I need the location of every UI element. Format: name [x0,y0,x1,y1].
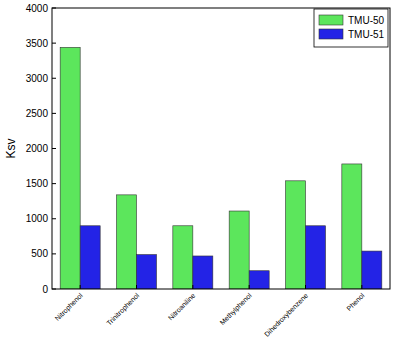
x-tick [249,285,250,289]
y-tick [52,289,56,290]
x-tick-label: Trinitrophenol [105,291,141,327]
x-tick-label: Nitroaniline [167,292,197,322]
bar [229,211,249,289]
x-tick-label: Phenol [345,291,366,312]
legend-label: TMU-51 [348,29,385,40]
legend-swatch [319,15,343,25]
x-tick-label: Nitrophenol [54,291,85,322]
bar [193,256,213,289]
bar [342,164,362,289]
bar [306,226,326,289]
y-tick [52,8,56,9]
y-tick [52,218,56,219]
x-tick [136,285,137,289]
bar [117,195,137,289]
chart: 0 500 1000 1500 2000 2500 3000 3500 4000 Ksv Nitro… [0,0,400,349]
bar [286,181,306,289]
bar [249,271,269,289]
y-tick-label: 0 [42,284,48,295]
bar [362,251,382,289]
bar [137,255,157,289]
y-tick-label: 2000 [26,143,49,154]
y-tick-label: 2500 [26,108,49,119]
bar [80,226,100,289]
bars [60,47,382,289]
y-tick-label: 1500 [26,178,49,189]
y-tick-label: 3500 [26,38,49,49]
y-tick [52,148,56,149]
y-tick-label: 3000 [26,73,49,84]
bar [60,47,80,289]
y-tick-label: 1000 [26,213,49,224]
y-tick-label: 500 [31,248,48,259]
y-tick-label: 4000 [26,3,49,14]
y-axis-label: Ksv [4,138,18,158]
y-tick [52,113,56,114]
x-tick [361,285,362,289]
y-tick [52,78,56,79]
y-tick [52,183,56,184]
x-tick [80,285,81,289]
x-tick [192,285,193,289]
y-tick [52,253,56,254]
plot-frame [52,8,390,289]
x-tick-label: Methylphenol [218,291,253,326]
y-tick [52,43,56,44]
x-tick [305,285,306,289]
x-tick-label: Dihedroxybenzene [263,292,310,339]
legend-label: TMU-50 [348,15,385,26]
legend: TMU-50 TMU-51 [314,9,388,47]
legend-swatch [319,29,343,39]
bar [173,226,193,289]
legend-box [314,9,388,47]
